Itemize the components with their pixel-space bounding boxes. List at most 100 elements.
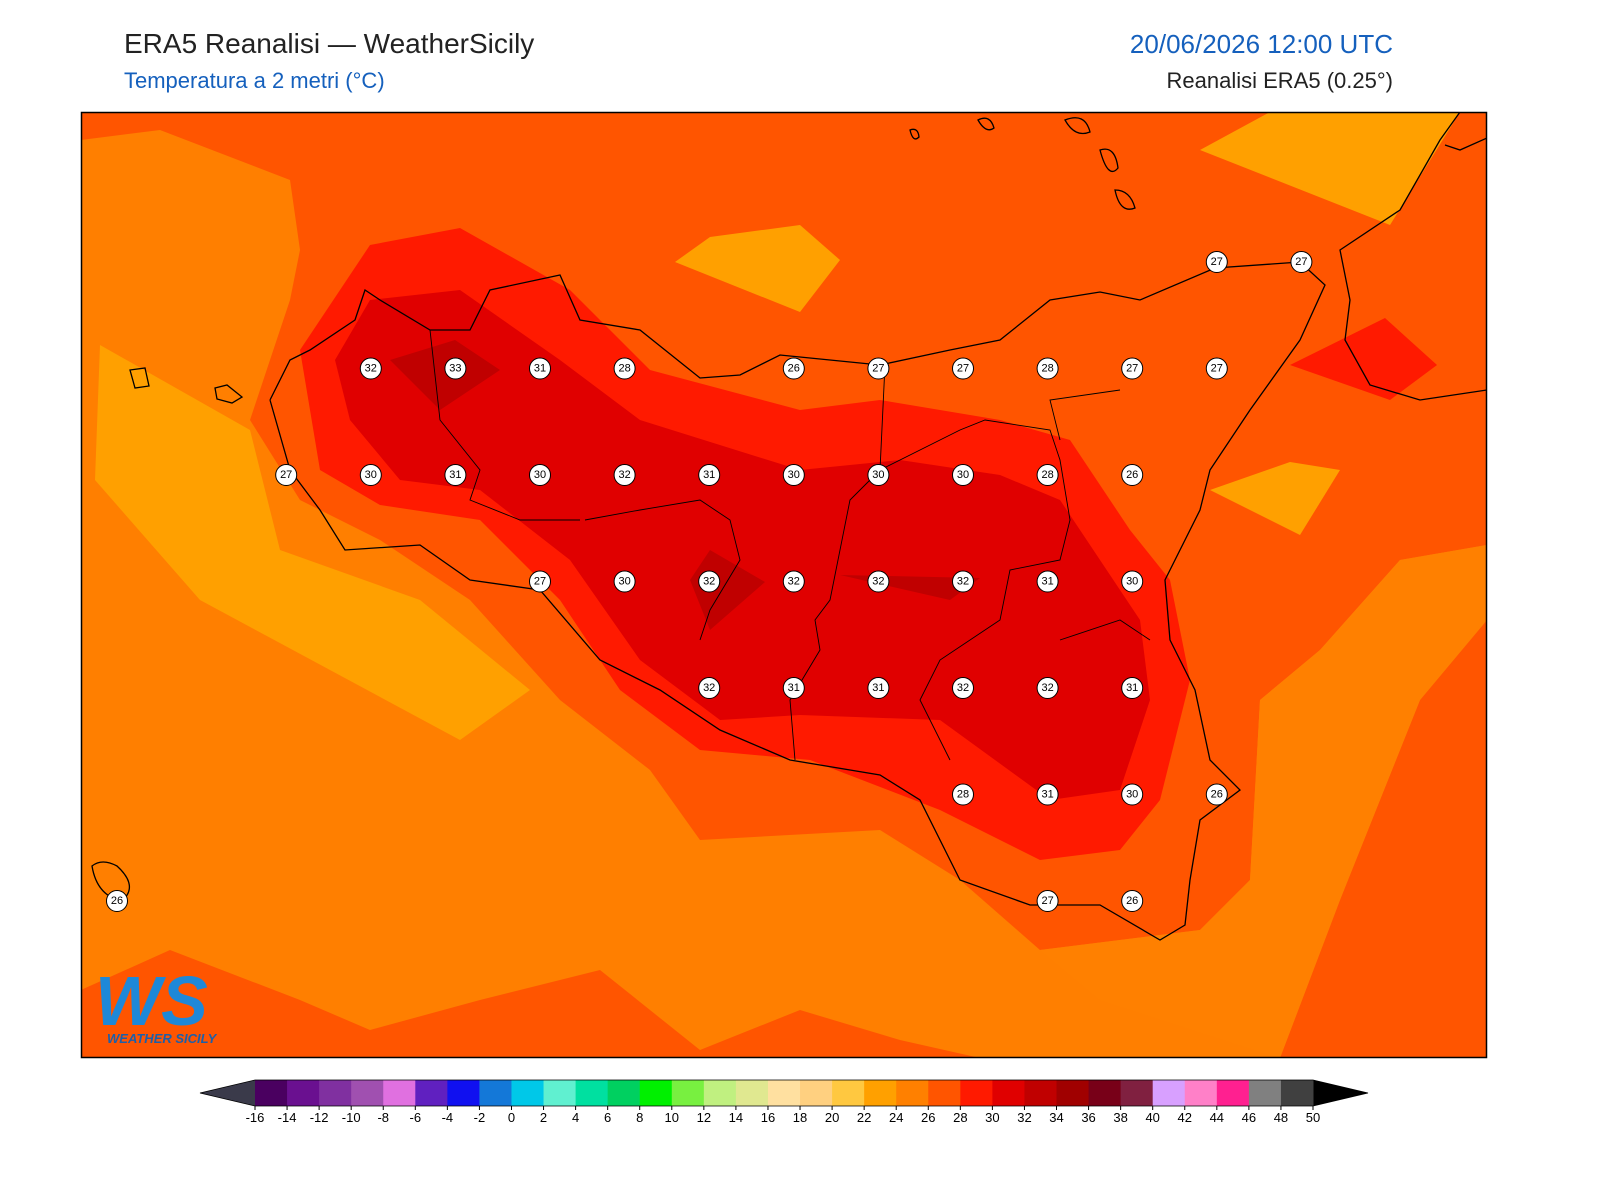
station-marker: [529, 570, 551, 593]
field-contour: [335, 290, 1150, 800]
station-values: 27 27 32 33 31 28 26 27 27 28 27 27 27 30 31 30 32 31 30 30…: [106, 251, 1313, 912]
colorbar-bin: [1248, 1080, 1282, 1106]
logo-name: WEATHER SICILY: [107, 1031, 218, 1046]
station-value: 30: [618, 576, 630, 588]
field-contour: [1280, 621, 1486, 1057]
station-value: 33: [449, 363, 461, 375]
calabria-coast: [1339, 113, 1486, 401]
station-marker: [1121, 677, 1144, 699]
province-border: [429, 329, 1151, 761]
station-value: 30: [957, 469, 969, 481]
map: 27 27 32 33 31 28 26 27 27 28 27 27 27 30 31 30 32 31 30 30…: [82, 113, 1486, 1057]
colorbar-bin: [319, 1080, 352, 1106]
station-value: 31: [788, 682, 800, 694]
colorbar-tick-label: -14: [278, 1110, 297, 1125]
sicily-coast: [269, 261, 1326, 941]
colorbar-bin: [832, 1080, 865, 1106]
colorbar-bin: [1152, 1080, 1186, 1106]
colorbar-bin: [351, 1080, 384, 1106]
logo: WS WEATHER SICILY: [95, 962, 218, 1046]
station: 32: [1036, 677, 1059, 699]
station-value: 32: [788, 576, 800, 588]
colorbar-bin: [383, 1080, 416, 1106]
station-marker: [444, 464, 467, 486]
station: 26: [106, 890, 128, 912]
colorbar-tick-label: 10: [665, 1110, 679, 1125]
colorbar-bin: [479, 1080, 512, 1106]
station: 27: [867, 357, 890, 380]
station: 32: [613, 464, 636, 486]
colorbar-bin: [928, 1080, 961, 1106]
colorbar-tick-label: 26: [921, 1110, 935, 1125]
colorbar-bin: [671, 1080, 705, 1106]
colorbar-outline: [199, 1079, 1369, 1107]
station-marker: [1036, 677, 1059, 699]
station-marker: [1205, 783, 1228, 806]
station-marker: [952, 464, 974, 486]
colorbar-tick-label: 28: [953, 1110, 967, 1125]
colorbar-tick-label: 12: [697, 1110, 711, 1125]
station-value: 30: [534, 469, 546, 481]
station-value: 31: [872, 682, 884, 694]
station-value: 32: [872, 576, 884, 588]
station: 27: [1036, 890, 1059, 912]
station-marker: [613, 464, 636, 486]
station-marker: [1121, 357, 1144, 380]
station-marker: [782, 464, 805, 486]
station: 30: [867, 464, 890, 486]
colorbar-tick-label: 24: [889, 1110, 903, 1125]
station: 27: [275, 464, 298, 486]
station-marker: [1205, 251, 1228, 273]
colorbar-bin: [992, 1080, 1025, 1106]
colorbar-tick-label: 40: [1145, 1110, 1159, 1125]
field-contour: [95, 345, 530, 740]
colorbar-bin: [703, 1080, 737, 1106]
field-contour: [390, 340, 500, 410]
colorbar-tick-label: -4: [442, 1110, 454, 1125]
colorbar-under: [200, 1080, 255, 1106]
field-contour: [1040, 545, 1486, 1057]
colorbar-bin: [896, 1080, 929, 1106]
station-marker: [1290, 251, 1313, 273]
colorbar-tick-label: 48: [1274, 1110, 1288, 1125]
station-marker: [782, 677, 805, 699]
colorbar-bin: [511, 1080, 545, 1106]
station-marker: [1036, 570, 1059, 593]
colorbar-bin: [415, 1080, 448, 1106]
colorbar-tick-label: 34: [1049, 1110, 1063, 1125]
station-marker: [952, 783, 974, 806]
station-value: 31: [703, 469, 715, 481]
station-marker: [698, 677, 721, 699]
station-marker: [1121, 783, 1144, 806]
station: 27: [529, 570, 551, 593]
island: [91, 117, 1136, 902]
station-value: 32: [703, 682, 715, 694]
colorbar-tick-label: 16: [761, 1110, 775, 1125]
datetime: 20/06/2026 12:00 UTC: [1130, 29, 1393, 59]
colorbar-bin: [1056, 1080, 1090, 1106]
station-marker: [867, 570, 890, 593]
station-value: 27: [872, 363, 884, 375]
station-marker: [1205, 357, 1228, 380]
station-value: 31: [1041, 576, 1053, 588]
colorbar-bin: [287, 1080, 320, 1106]
field-contour: [690, 550, 765, 630]
station-marker: [106, 890, 128, 912]
station-marker: [1036, 890, 1059, 912]
station: 30: [782, 464, 805, 486]
colorbar-bin: [1088, 1080, 1122, 1106]
colorbar-tick-label: 6: [604, 1110, 611, 1125]
colorbar: -16 -14 -12 -10 -8 -6 -4 -2 0 2 4 6 8 10 12 14 16 18 20 22 2…: [199, 1079, 1369, 1125]
subtitle: Temperatura a 2 metri (°C): [124, 68, 385, 93]
colorbar-tick-label: 14: [729, 1110, 743, 1125]
colorbar-tick-label: -16: [246, 1110, 265, 1125]
colorbar-bin: [607, 1080, 641, 1106]
colorbar-tick-label: -10: [342, 1110, 361, 1125]
colorbar-tick-label: 0: [508, 1110, 515, 1125]
map-frame: [80, 111, 1488, 1059]
station: 27: [1205, 357, 1228, 380]
colorbar-bin: [1120, 1080, 1154, 1106]
station: 27: [952, 357, 974, 380]
station-value: 26: [111, 895, 123, 907]
